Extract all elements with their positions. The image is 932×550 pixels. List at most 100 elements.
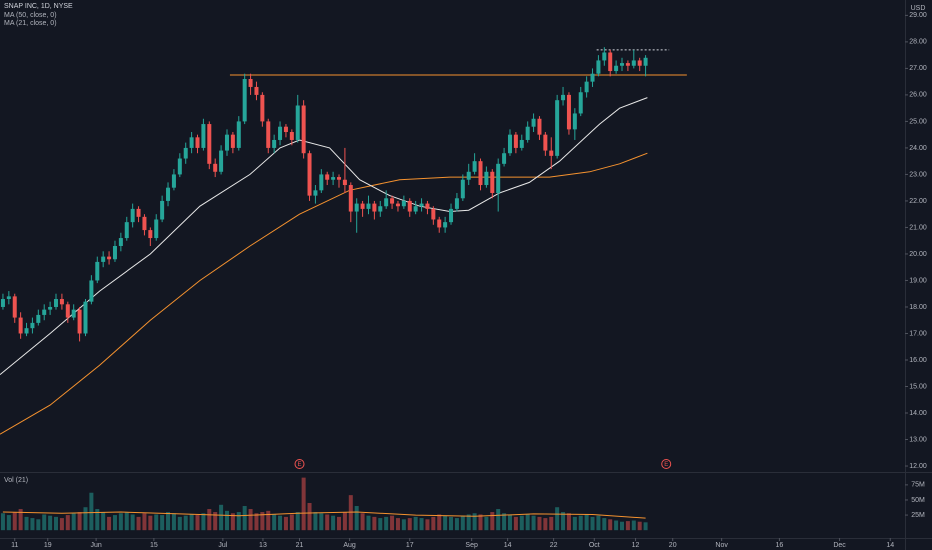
y-tick-label: 17.00 [909, 330, 927, 337]
candle-body [272, 139, 277, 148]
candle-body [572, 113, 577, 130]
candle-body [590, 73, 595, 82]
volume-bar [502, 513, 507, 531]
x-tick-label: 19 [44, 542, 52, 549]
candle-body [18, 317, 23, 334]
volume-bar [619, 521, 625, 531]
candle-body [478, 161, 483, 186]
volume-bar [519, 515, 524, 531]
volume-bar [54, 516, 59, 531]
candle-body [295, 105, 300, 140]
volume-bar [307, 502, 312, 531]
candle-body [201, 124, 206, 148]
volume-bar [614, 520, 619, 531]
candle-body [301, 105, 306, 154]
volume-bar [466, 514, 471, 531]
candle-body [77, 309, 82, 334]
volume-tick-label: 25M [911, 512, 925, 519]
volume-bar [236, 512, 241, 531]
volume-bar [295, 512, 300, 531]
volume-bar [36, 519, 41, 531]
candle-body [596, 60, 601, 74]
candle-body [230, 134, 235, 148]
x-tick-label: Jun [90, 542, 101, 549]
candle-body [407, 200, 412, 212]
volume-bar [602, 518, 607, 531]
candle-body [561, 94, 566, 101]
volume-bar [401, 519, 406, 531]
volume-bar [71, 513, 76, 531]
y-tick-label: 27.00 [909, 65, 927, 72]
candle-body [490, 171, 495, 193]
candle-body [171, 174, 176, 188]
candle-body [207, 124, 212, 164]
volume-bar [313, 512, 318, 531]
volume-bar [124, 512, 129, 531]
candle-body [384, 198, 389, 207]
candle-body [502, 153, 507, 164]
y-tick-label: 20.00 [909, 251, 927, 258]
volume-bar [160, 515, 165, 531]
candle-body [95, 261, 100, 281]
volume-bar [342, 512, 347, 531]
candle-body [337, 177, 342, 180]
candle-body [584, 81, 589, 93]
candle-body [390, 198, 395, 204]
candle-body [614, 65, 619, 72]
volume-bar [449, 516, 454, 531]
x-tick-label: 14 [504, 542, 512, 549]
volume-bar [266, 510, 271, 531]
volume-bar [625, 521, 630, 531]
volume-bar [24, 516, 29, 531]
volume-bar [213, 512, 218, 531]
candle-body [637, 60, 642, 66]
candle-body [107, 256, 112, 260]
volume-bar [30, 518, 35, 531]
volume-bar [136, 516, 141, 531]
candle-body [36, 314, 41, 323]
volume-bar [325, 514, 330, 531]
candle-body [42, 309, 47, 315]
candle-body [602, 52, 607, 61]
candle-body [449, 208, 454, 223]
y-tick-label: 25.00 [909, 118, 927, 125]
earnings-label: E [664, 462, 668, 468]
candle-body [166, 187, 171, 201]
volume-bar [478, 514, 483, 531]
volume-bar [260, 512, 265, 531]
candle-body [112, 246, 117, 260]
volume-bar [142, 513, 147, 531]
volume-bar [561, 512, 566, 531]
volume-bar [42, 514, 47, 531]
volume-bar [283, 516, 288, 531]
volume-bar [89, 492, 94, 531]
candle-body [142, 216, 147, 231]
candle-body [83, 301, 88, 334]
x-tick-label: 11 [11, 542, 18, 549]
volume-bar [537, 516, 542, 531]
candle-body [283, 126, 288, 133]
chart-title: SNAP INC, 1D, NYSE [4, 3, 73, 10]
candle-body [189, 137, 194, 148]
candle-body [183, 147, 188, 159]
y-tick-label: 15.00 [909, 383, 927, 390]
volume-bar [18, 509, 23, 531]
x-tick-label: 17 [406, 542, 414, 549]
x-tick-label: Sep [465, 542, 478, 549]
candle-body [507, 134, 512, 154]
candle-body [625, 63, 630, 66]
candle-body [54, 299, 59, 307]
volume-bar [513, 516, 518, 531]
candle-body [437, 219, 442, 228]
x-tick-label: 13 [259, 542, 267, 549]
volume-bar [572, 516, 577, 531]
y-tick-label: 12.00 [909, 463, 927, 470]
volume-bar [608, 519, 613, 531]
x-tick-label: Jul [218, 542, 227, 549]
candle-body [555, 100, 560, 156]
candle-body [431, 208, 436, 220]
earnings-marker [294, 459, 305, 469]
candle-body [348, 185, 353, 212]
candle-body [195, 137, 200, 148]
